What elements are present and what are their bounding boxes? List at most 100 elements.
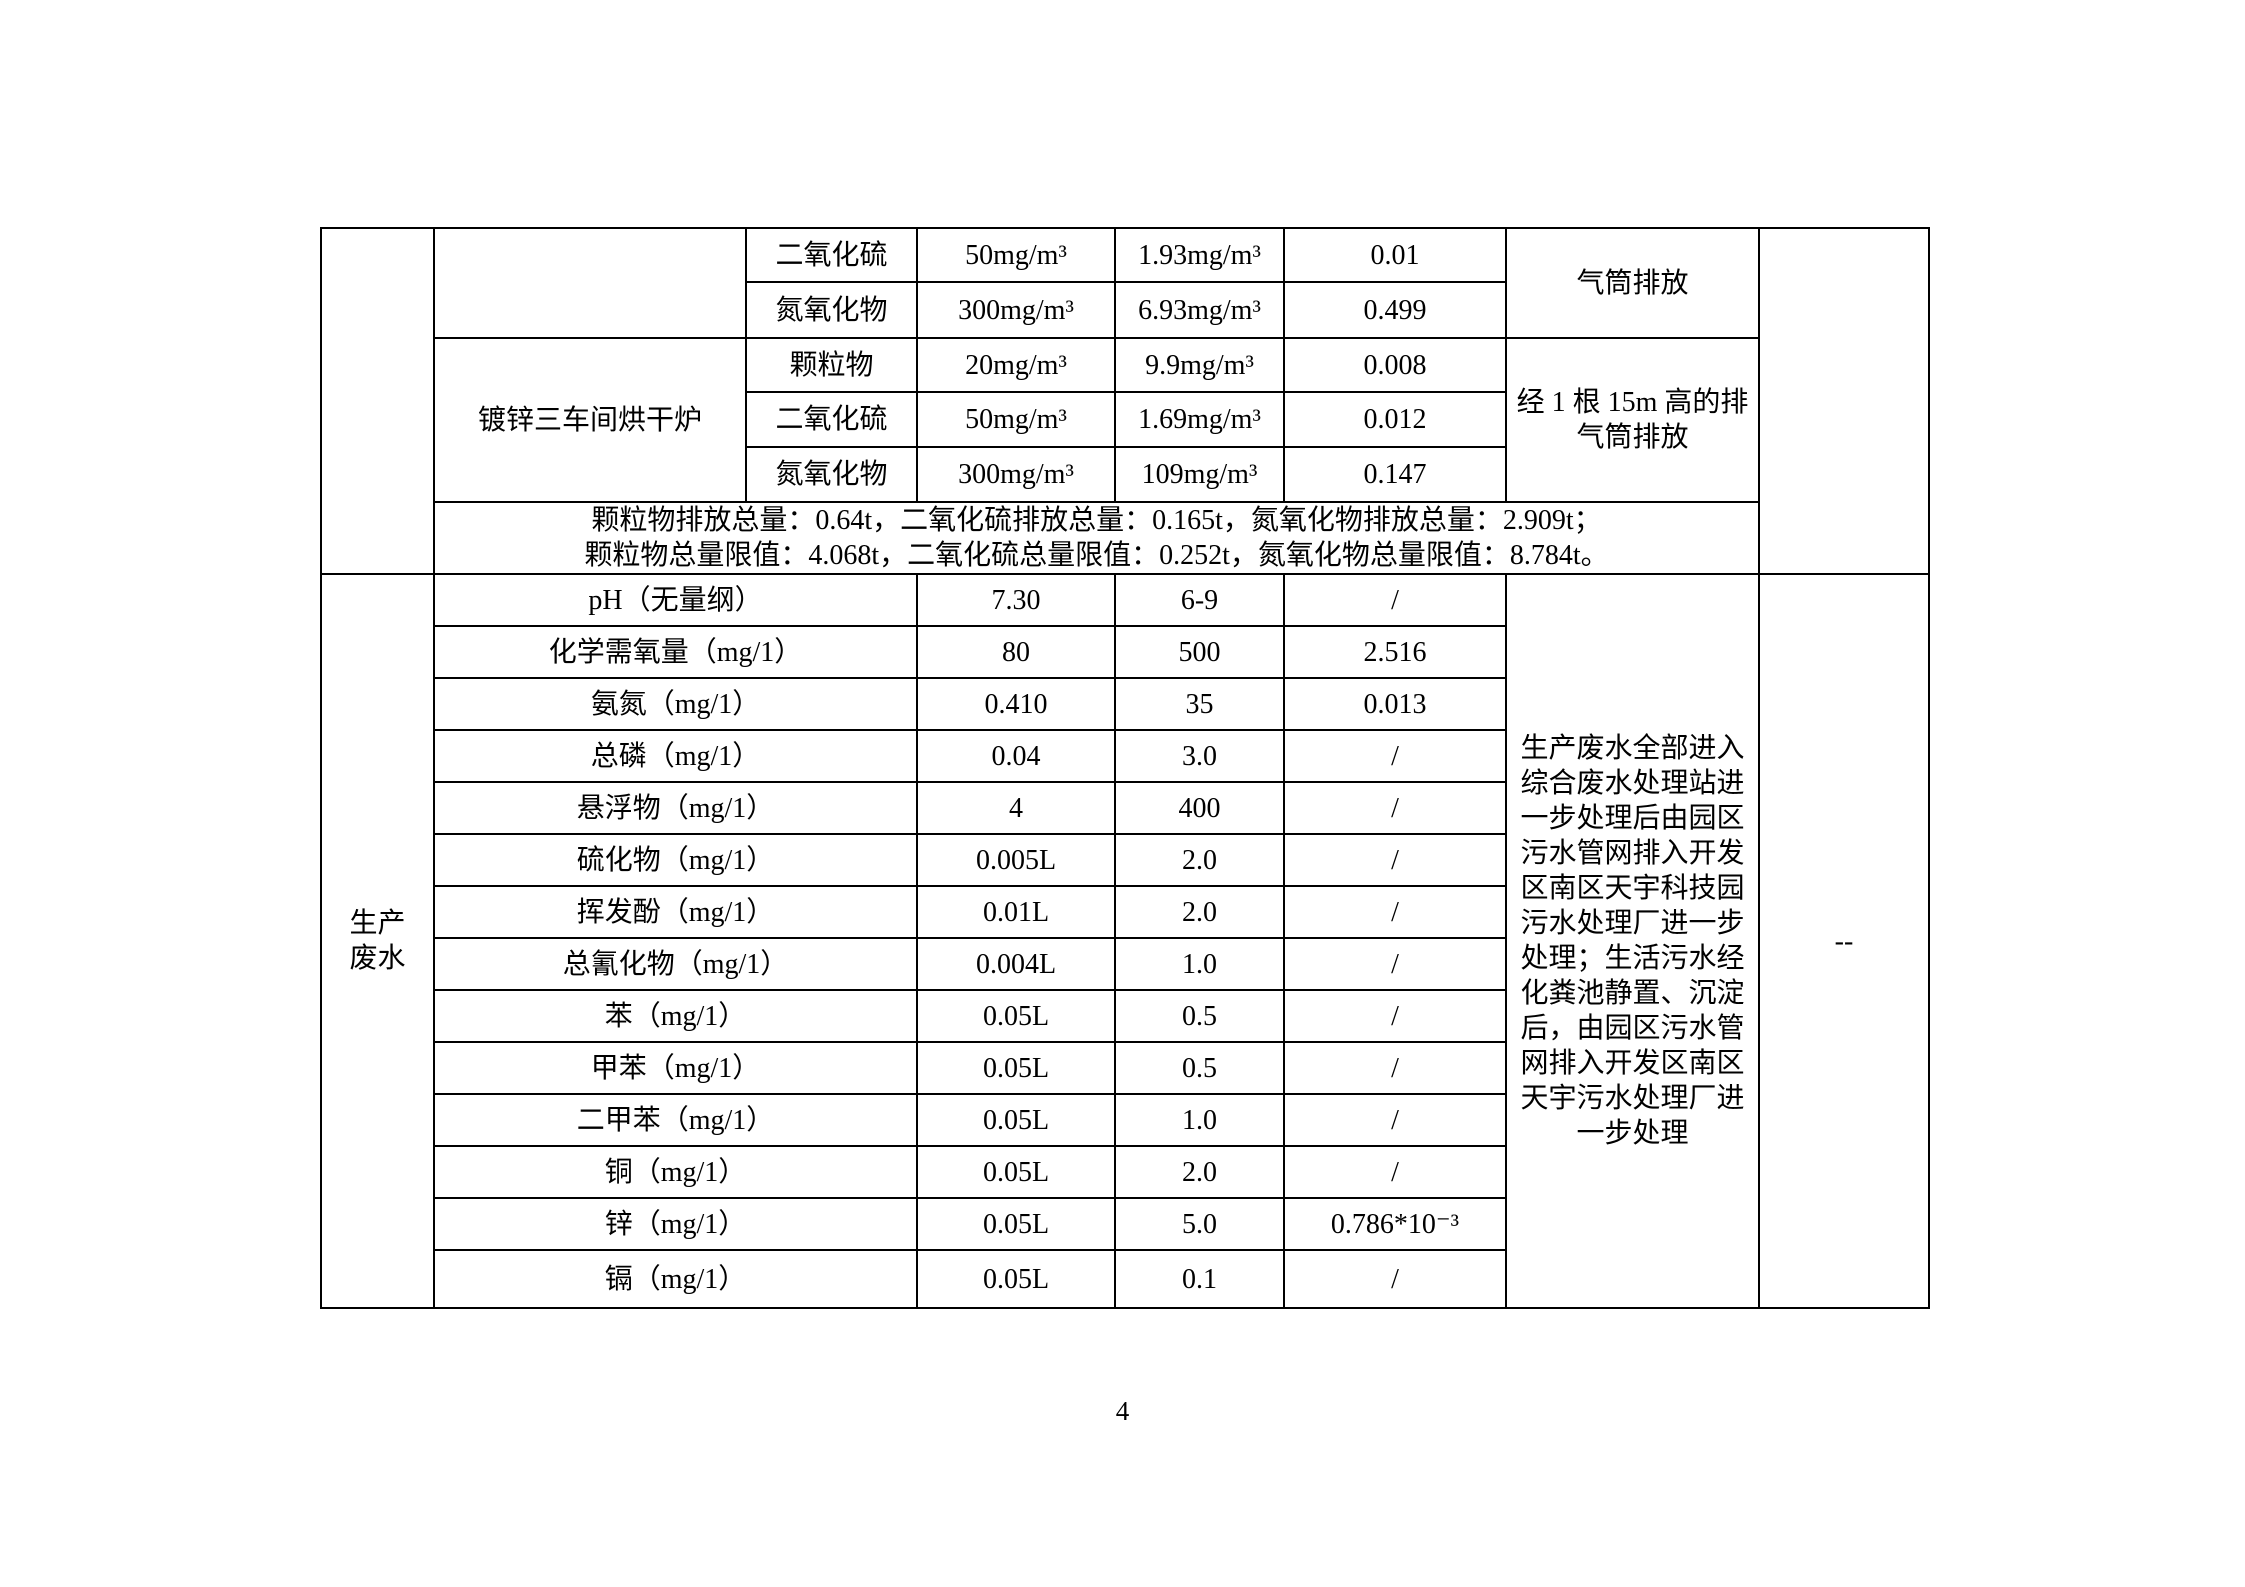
total-cell: 0.786*10⁻³ — [1283, 1197, 1507, 1251]
wastewater-row: 硫化物（mg/1） 0.005L 2.0 / — [321, 833, 1929, 887]
param-cell: 甲苯（mg/1） — [433, 1041, 918, 1095]
actual-cell: 9.9mg/m³ — [1114, 337, 1285, 393]
total-cell: / — [1283, 833, 1507, 887]
standard-cell: 1.0 — [1114, 937, 1285, 991]
standard-cell: 2.0 — [1114, 1145, 1285, 1199]
air-row: 氮氧化物 300mg/m³ 6.93mg/m³ 0.499 — [321, 281, 1929, 339]
actual-cell: 6.93mg/m³ — [1114, 281, 1285, 339]
total-cell: / — [1283, 937, 1507, 991]
empty-category-cell — [320, 227, 435, 575]
value-cell: 0.05L — [916, 1249, 1116, 1309]
param-cell: 挥发酚（mg/1） — [433, 885, 918, 939]
value-cell: 4 — [916, 781, 1116, 835]
pollutant-cell: 颗粒物 — [745, 337, 918, 393]
param-cell: 硫化物（mg/1） — [433, 833, 918, 887]
value-cell: 0.05L — [916, 1093, 1116, 1147]
actual-cell: 1.69mg/m³ — [1114, 391, 1285, 448]
wastewater-row: 锌（mg/1） 0.05L 5.0 0.786*10⁻³ — [321, 1197, 1929, 1251]
standard-cell: 500 — [1114, 625, 1285, 679]
total-cell: / — [1283, 781, 1507, 835]
standard-cell: 300mg/m³ — [916, 446, 1116, 503]
param-cell: 锌（mg/1） — [433, 1197, 918, 1251]
param-cell: 悬浮物（mg/1） — [433, 781, 918, 835]
standard-cell: 50mg/m³ — [916, 227, 1116, 283]
pollutant-cell: 氮氧化物 — [745, 446, 918, 503]
wastewater-row: 挥发酚（mg/1） 0.01L 2.0 / — [321, 885, 1929, 939]
standard-cell: 20mg/m³ — [916, 337, 1116, 393]
value-cell: 7.30 — [916, 573, 1116, 627]
standard-cell: 0.5 — [1114, 989, 1285, 1043]
standard-cell: 1.0 — [1114, 1093, 1285, 1147]
standard-cell: 0.5 — [1114, 1041, 1285, 1095]
total-cell: 2.516 — [1283, 625, 1507, 679]
discharge-mode-cell: 气筒排放 — [1505, 227, 1760, 339]
wastewater-row: 化学需氧量（mg/1） 80 500 2.516 — [321, 625, 1929, 679]
value-cell: 0.004L — [916, 937, 1116, 991]
standard-cell: 6-9 — [1114, 573, 1285, 627]
total-cell: / — [1283, 1093, 1507, 1147]
param-cell: 总氰化物（mg/1） — [433, 937, 918, 991]
param-cell: 氨氮（mg/1） — [433, 677, 918, 731]
value-cell: 0.05L — [916, 1041, 1116, 1095]
value-cell: 0.05L — [916, 989, 1116, 1043]
page-number: 4 — [1115, 1396, 1130, 1426]
standard-cell: 5.0 — [1114, 1197, 1285, 1251]
total-cell: / — [1283, 1145, 1507, 1199]
wastewater-row: 二甲苯（mg/1） 0.05L 1.0 / — [321, 1093, 1929, 1147]
standard-cell: 35 — [1114, 677, 1285, 731]
empty-source-cell — [433, 227, 747, 339]
wastewater-row: 铜（mg/1） 0.05L 2.0 / — [321, 1145, 1929, 1199]
param-cell: 总磷（mg/1） — [433, 729, 918, 783]
standard-cell: 2.0 — [1114, 885, 1285, 939]
value-cell: 0.04 — [916, 729, 1116, 783]
param-cell: 镉（mg/1） — [433, 1249, 918, 1309]
total-cell: / — [1283, 989, 1507, 1043]
wastewater-row: 总磷（mg/1） 0.04 3.0 / — [321, 729, 1929, 783]
total-cell: / — [1283, 573, 1507, 627]
totals-note-cell: 颗粒物排放总量：0.64t，二氧化硫排放总量：0.165t，氮氧化物排放总量：2… — [433, 501, 1760, 575]
pollutant-cell: 氮氧化物 — [745, 281, 918, 339]
wastewater-row: 悬浮物（mg/1） 4 400 / — [321, 781, 1929, 835]
value-cell: 0.005L — [916, 833, 1116, 887]
value-cell: 0.05L — [916, 1145, 1116, 1199]
rate-cell: 0.499 — [1283, 281, 1507, 339]
total-cell: / — [1283, 885, 1507, 939]
air-row: 氮氧化物 300mg/m³ 109mg/m³ 0.147 — [321, 446, 1929, 503]
param-cell: 二甲苯（mg/1） — [433, 1093, 918, 1147]
actual-cell: 1.93mg/m³ — [1114, 227, 1285, 283]
value-cell: 0.01L — [916, 885, 1116, 939]
param-cell: 苯（mg/1） — [433, 989, 918, 1043]
actual-cell: 109mg/m³ — [1114, 446, 1285, 503]
value-cell: 0.410 — [916, 677, 1116, 731]
total-cell: / — [1283, 1041, 1507, 1095]
remark-cell: -- — [1758, 573, 1930, 1309]
wastewater-row: 氨氮（mg/1） 0.410 35 0.013 — [321, 677, 1929, 731]
wastewater-row: 甲苯（mg/1） 0.05L 0.5 / — [321, 1041, 1929, 1095]
wastewater-row: 苯（mg/1） 0.05L 0.5 / — [321, 989, 1929, 1043]
pollutant-cell: 二氧化硫 — [745, 391, 918, 448]
wastewater-row: 镉（mg/1） 0.05L 0.1 / — [321, 1249, 1929, 1309]
air-row: 镀锌三车间烘干炉 颗粒物 20mg/m³ 9.9mg/m³ 0.008 经 1 … — [321, 337, 1929, 503]
total-cell: / — [1283, 1249, 1507, 1309]
standard-cell: 2.0 — [1114, 833, 1285, 887]
standard-cell: 0.1 — [1114, 1249, 1285, 1309]
standard-cell: 300mg/m³ — [916, 281, 1116, 339]
wastewater-row: 生产 废水 pH（无量纲） 7.30 6-9 / 生产废水全部进入 综合废水处理… — [320, 573, 1930, 1309]
air-row: 二氧化硫 50mg/m³ 1.69mg/m³ 0.012 — [321, 391, 1929, 448]
rate-cell: 0.012 — [1283, 391, 1507, 448]
pollutant-cell: 二氧化硫 — [745, 227, 918, 283]
total-cell: / — [1283, 729, 1507, 783]
air-row: 二氧化硫 50mg/m³ 1.93mg/m³ 0.01 气筒排放 — [320, 227, 1930, 575]
total-cell: 0.013 — [1283, 677, 1507, 731]
rate-cell: 0.008 — [1283, 337, 1507, 393]
value-cell: 0.05L — [916, 1197, 1116, 1251]
rate-cell: 0.147 — [1283, 446, 1507, 503]
param-cell: 铜（mg/1） — [433, 1145, 918, 1199]
treatment-cell: 生产废水全部进入 综合废水处理站进 一步处理后由园区 污水管网排入开发 区南区天… — [1505, 573, 1760, 1309]
emissions-table: 二氧化硫 50mg/m³ 1.93mg/m³ 0.01 气筒排放 氮氧化物 30… — [320, 227, 1930, 1309]
totals-note-row: 颗粒物排放总量：0.64t，二氧化硫排放总量：0.165t，氮氧化物排放总量：2… — [321, 501, 1929, 575]
wastewater-row: 总氰化物（mg/1） 0.004L 1.0 / — [321, 937, 1929, 991]
category-cell: 生产 废水 — [320, 573, 435, 1309]
empty-remark-cell — [1758, 227, 1930, 575]
